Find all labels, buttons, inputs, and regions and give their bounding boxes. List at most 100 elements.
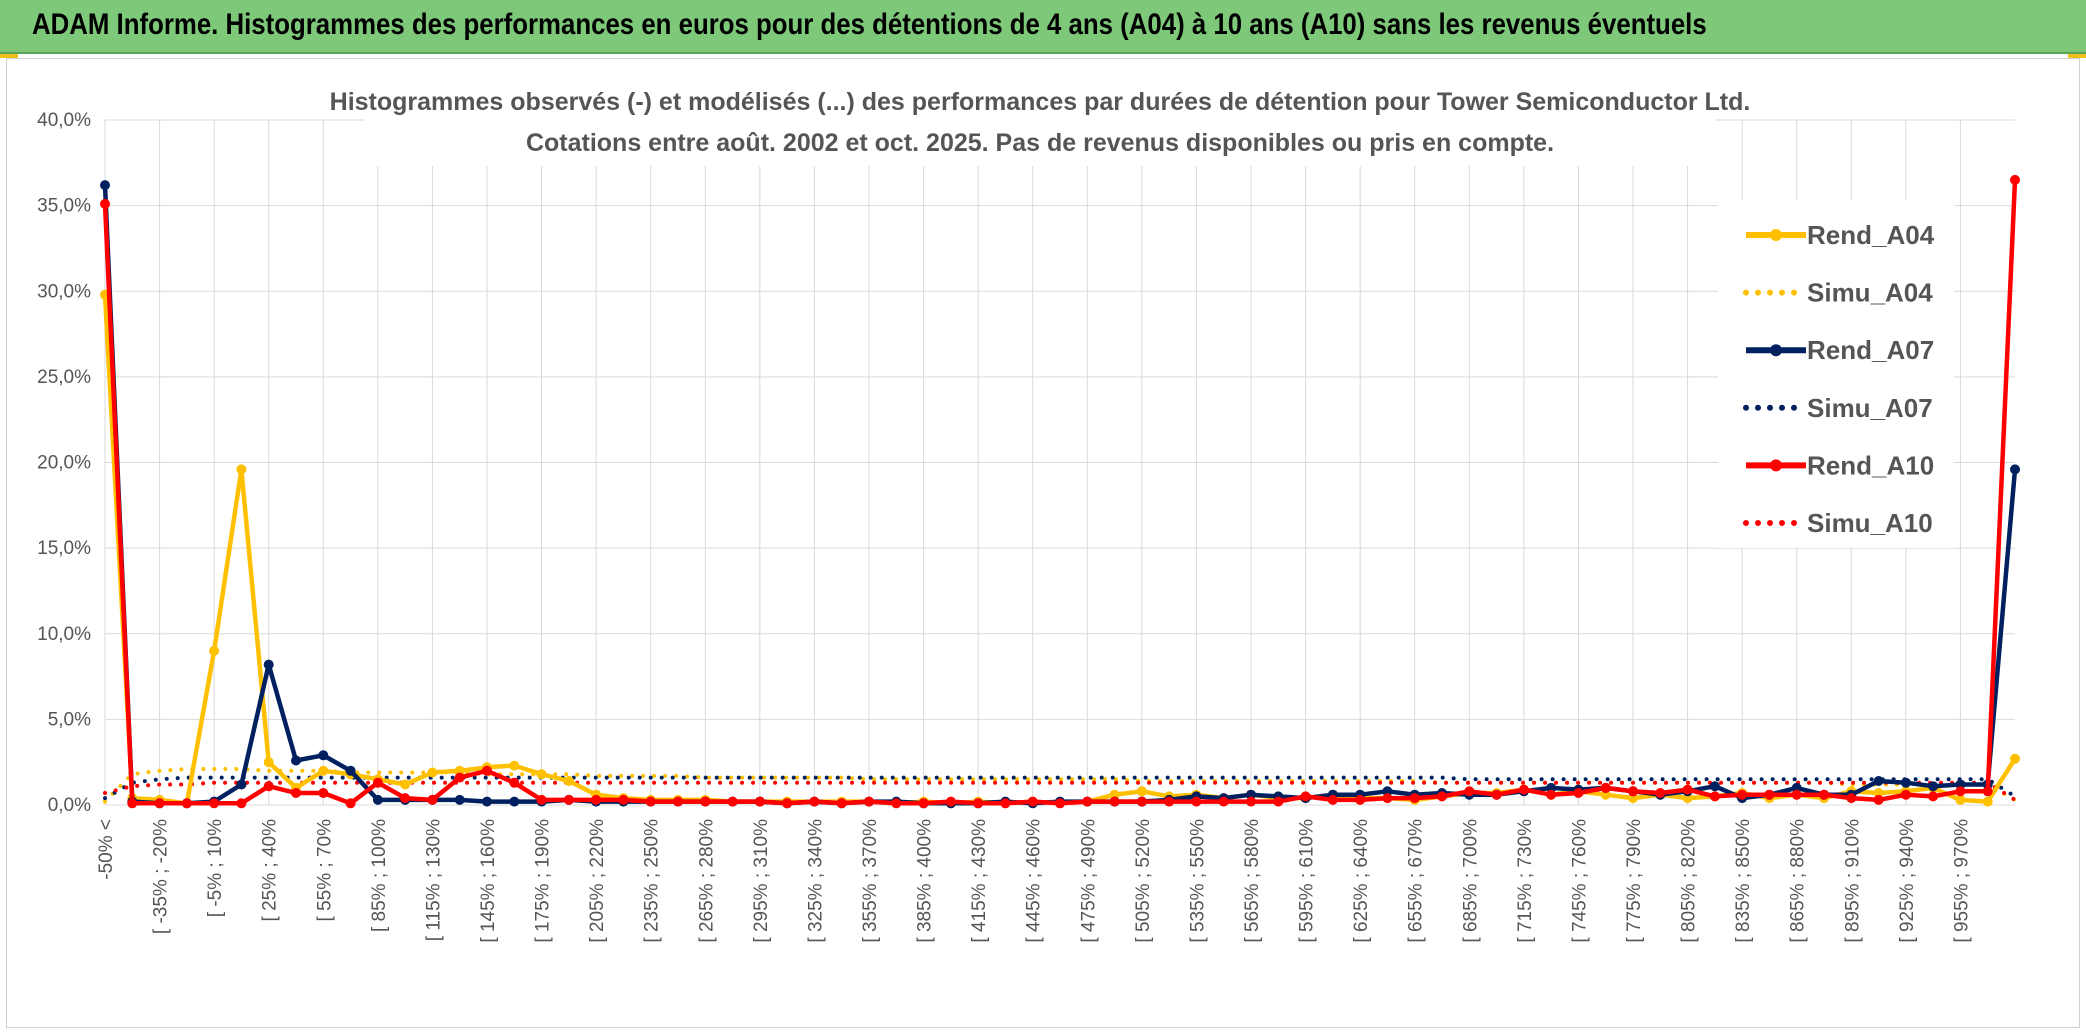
legend-item-Simu_A04: Simu_A04	[1743, 278, 1933, 308]
data-point	[100, 198, 110, 209]
data-point	[563, 776, 574, 786]
data-point	[181, 798, 192, 809]
data-point	[1246, 796, 1256, 807]
x-tick-label: [ 385% ; 400%	[915, 819, 936, 943]
data-point	[209, 798, 220, 809]
data-point	[1246, 789, 1256, 800]
data-point	[1218, 796, 1229, 807]
x-tick-label: [ 415% ; 430%	[969, 819, 990, 943]
y-tick-label: 5,0%	[48, 709, 91, 730]
y-tick-label: 35,0%	[37, 196, 91, 217]
y-tick-label: 20,0%	[37, 453, 91, 474]
data-point	[1682, 784, 1693, 795]
data-point	[1409, 793, 1420, 804]
legend: Rend_A04 Simu_A04 Rend_A07 Simu_A07 Rend_A10…	[1743, 220, 1935, 538]
data-point	[1982, 796, 1993, 807]
data-point	[1136, 796, 1147, 807]
x-tick-label: -50% <	[96, 819, 117, 880]
data-point	[1900, 777, 1911, 788]
data-point	[454, 794, 465, 805]
data-point	[1273, 796, 1284, 807]
x-tick-label: [ 955% ; 970%	[1951, 819, 1972, 943]
data-point	[1355, 794, 1366, 805]
data-point	[1191, 796, 1202, 807]
data-point	[1873, 788, 1884, 798]
data-point	[536, 794, 547, 805]
data-point	[1628, 786, 1638, 797]
legend-marker	[1770, 344, 1782, 357]
data-point	[727, 796, 738, 807]
chart-subtitle: Cotations entre août. 2002 et oct. 2025.…	[526, 129, 1554, 157]
report-title: ADAM Informe. Histogrammes des performan…	[32, 8, 1707, 41]
data-point	[291, 788, 301, 798]
legend-item-Rend_A10: Rend_A10	[1746, 450, 1934, 480]
series-Rend_A10	[100, 174, 2020, 809]
x-tick-label: [ -35% ; -20%	[151, 819, 172, 934]
data-point	[673, 796, 683, 807]
data-point	[318, 788, 329, 798]
data-point	[1464, 786, 1475, 797]
x-tick-label: [ 805% ; 820%	[1679, 819, 1700, 943]
data-point	[1082, 796, 1093, 807]
data-point	[1709, 791, 1720, 802]
x-tick-label: [ 595% ; 610%	[1297, 819, 1318, 943]
data-point	[263, 659, 274, 670]
y-tick-label: 10,0%	[37, 624, 91, 645]
x-tick-label: [ 265% ; 280%	[696, 819, 717, 943]
data-point	[1546, 789, 1557, 800]
data-point	[1518, 784, 1529, 795]
data-point	[1819, 789, 1829, 800]
data-point	[400, 779, 411, 790]
title-background	[365, 76, 1715, 166]
data-point	[127, 798, 138, 809]
data-point	[427, 767, 438, 778]
data-point	[2010, 753, 2020, 764]
legend-item-Simu_A07: Simu_A07	[1743, 393, 1933, 423]
data-point	[754, 796, 765, 807]
y-tick-label: 40,0%	[37, 110, 91, 131]
data-point	[1955, 794, 1966, 805]
x-tick-label: [ 925% ; 940%	[1897, 819, 1918, 943]
data-point	[891, 798, 902, 809]
legend-background	[1718, 200, 1954, 548]
y-tick-label: 30,0%	[37, 281, 91, 302]
x-tick-label: [ -5% ; 10%	[205, 819, 226, 917]
data-point	[618, 794, 629, 805]
data-point	[236, 798, 247, 809]
data-point	[100, 180, 110, 191]
data-point	[945, 796, 956, 807]
data-point	[1791, 789, 1802, 800]
series-Simu_A10	[103, 780, 2017, 802]
data-point	[1600, 782, 1611, 793]
data-point	[2010, 174, 2020, 185]
corner-accent-right	[2068, 54, 2086, 58]
legend-label: Rend_A07	[1807, 335, 1934, 365]
y-axis-ticks: 0,0% 5,0% 10,0% 15,0% 20,0% 25,0% 30,0% 35,0% 40…	[37, 110, 91, 816]
data-point	[400, 793, 411, 804]
legend-marker	[1770, 459, 1782, 472]
y-tick-label: 15,0%	[37, 538, 91, 559]
series-line	[103, 775, 2017, 801]
data-point	[1928, 791, 1939, 802]
data-point	[154, 798, 165, 809]
x-tick-label: [ 175% ; 190%	[533, 819, 554, 943]
x-tick-label: [ 535% ; 550%	[1187, 819, 1208, 943]
x-tick-label: [ 865% ; 880%	[1788, 819, 1809, 943]
x-tick-label: [ 835% ; 850%	[1733, 819, 1754, 943]
x-tick-label: [ 655% ; 670%	[1406, 819, 1427, 943]
data-point	[372, 794, 383, 805]
y-tick-label: 0,0%	[48, 795, 91, 816]
data-point	[1109, 796, 1120, 807]
data-point	[591, 794, 602, 805]
y-tick-label: 25,0%	[37, 367, 91, 388]
data-point	[318, 765, 329, 776]
x-tick-label: [ 235% ; 250%	[642, 819, 663, 943]
data-point	[1027, 796, 1038, 807]
data-point	[1655, 788, 1666, 798]
data-point	[2010, 464, 2020, 475]
chart-frame	[6, 58, 2080, 1028]
data-point	[1873, 776, 1884, 786]
legend-label: Simu_A10	[1807, 508, 1933, 538]
series-line	[103, 767, 2017, 804]
